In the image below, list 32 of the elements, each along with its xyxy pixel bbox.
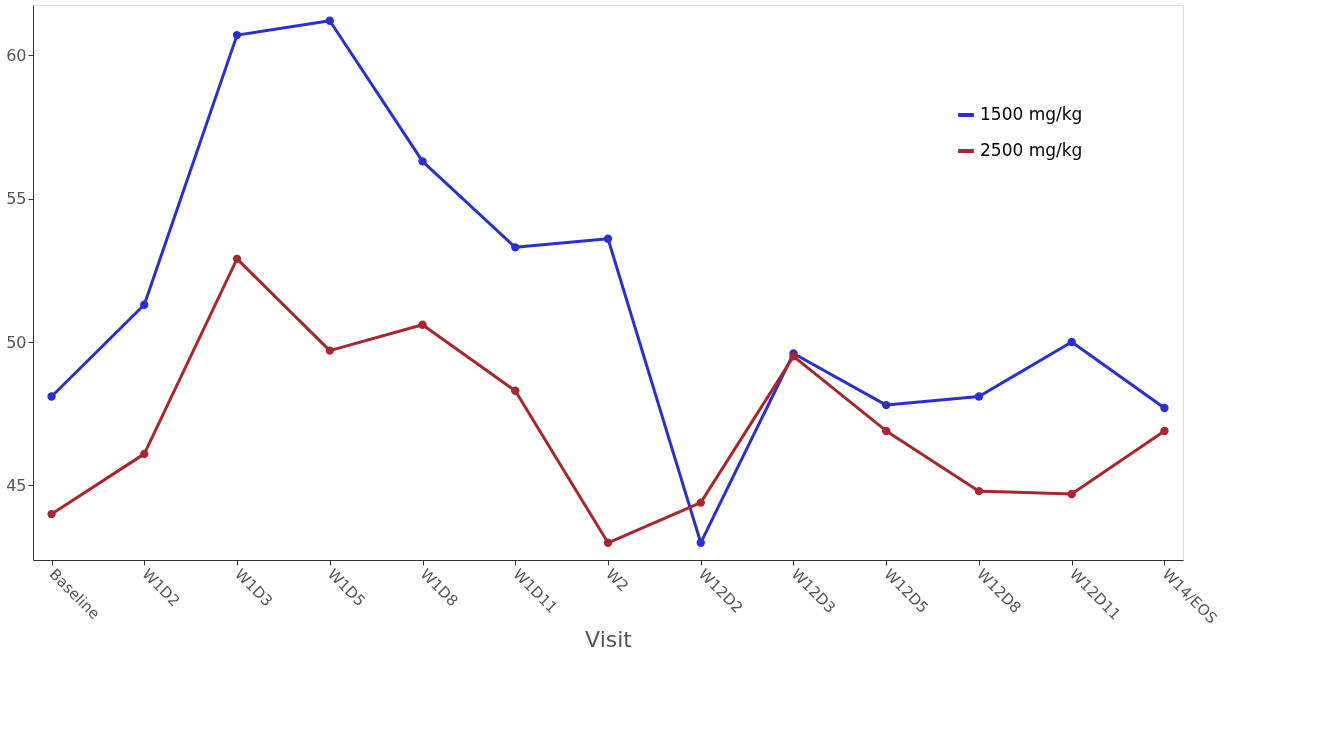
point xyxy=(1067,489,1076,499)
point xyxy=(1160,403,1169,413)
point xyxy=(232,30,242,40)
point xyxy=(47,509,56,519)
point xyxy=(603,234,613,243)
y-tick-label: 50 xyxy=(6,332,27,352)
x-tick-label: W2 xyxy=(602,565,633,596)
point xyxy=(140,300,149,309)
point xyxy=(232,254,242,264)
point xyxy=(1160,426,1169,436)
point xyxy=(511,243,520,252)
point xyxy=(418,320,427,329)
x-axis-title: Visit xyxy=(585,627,633,653)
point xyxy=(696,498,705,507)
y-tick-label: 45 xyxy=(6,475,27,495)
point xyxy=(603,538,613,547)
point xyxy=(882,400,891,410)
point xyxy=(696,538,705,547)
point xyxy=(1067,337,1076,347)
point xyxy=(418,157,427,166)
point xyxy=(974,392,984,401)
legend-label: 1500 mg/kg xyxy=(980,104,1083,124)
legend-label: 2500 mg/kg xyxy=(980,140,1083,160)
y-tick-label: 60 xyxy=(6,45,27,65)
point xyxy=(882,426,891,436)
point xyxy=(47,392,56,401)
point xyxy=(325,346,334,355)
y-tick-label: 55 xyxy=(6,189,27,209)
point xyxy=(511,386,520,395)
point xyxy=(974,486,984,496)
point xyxy=(140,449,149,459)
point xyxy=(325,16,334,25)
